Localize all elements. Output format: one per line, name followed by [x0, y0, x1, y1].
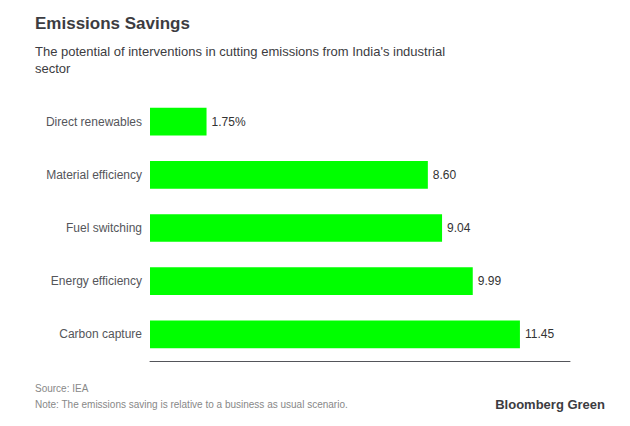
- svg-text:11.45: 11.45: [525, 327, 554, 341]
- svg-text:The potential of interventions: The potential of interventions in cuttin…: [35, 44, 445, 59]
- svg-text:Fuel switching: Fuel switching: [66, 221, 142, 235]
- svg-text:Note: The emissions saving is: Note: The emissions saving is relative t…: [35, 399, 348, 410]
- svg-text:Carbon capture: Carbon capture: [59, 327, 142, 341]
- svg-text:8.60: 8.60: [433, 168, 457, 182]
- svg-text:9.04: 9.04: [447, 221, 471, 235]
- svg-text:Energy efficiency: Energy efficiency: [51, 274, 142, 288]
- svg-text:1.75%: 1.75%: [212, 115, 246, 129]
- svg-text:9.99: 9.99: [478, 274, 502, 288]
- svg-text:Source: IEA: Source: IEA: [35, 383, 89, 394]
- svg-text:Material efficiency: Material efficiency: [46, 168, 142, 182]
- svg-text:Bloomberg Green: Bloomberg Green: [495, 397, 605, 412]
- svg-text:Direct renewables: Direct renewables: [46, 115, 142, 129]
- svg-text:Emissions Savings: Emissions Savings: [35, 14, 190, 33]
- svg-text:sector: sector: [35, 61, 71, 76]
